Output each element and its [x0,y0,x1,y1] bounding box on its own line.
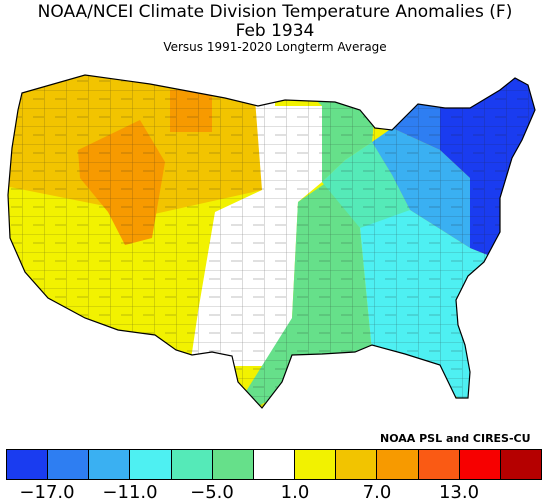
credit-label: NOAA PSL and CIRES-CU [380,432,531,445]
colorbar-label: 13.0 [438,482,480,503]
colorbar-swatch [418,450,460,479]
colorbar-swatch [89,450,131,479]
colorbar-label: −5.0 [190,482,234,503]
map-title: NOAA/NCEI Climate Division Temperature A… [37,2,513,22]
colorbar-swatch [500,450,542,479]
colorbar-swatch [336,450,378,479]
colorbar-label: 7.0 [362,482,392,503]
map-regions [8,75,535,408]
us-outline [7,74,536,409]
colorbar-swatch [295,450,337,479]
colorbar-swatch [253,450,296,479]
colorbar-swatch [171,450,213,479]
colorbar-label: −11.0 [102,482,158,503]
colorbar-swatch [130,450,172,479]
colorbar-swatch [48,450,90,479]
map-note: Versus 1991-2020 Longterm Average [163,40,387,54]
colorbar-swatch [212,450,254,479]
colorbar-swatch [459,450,501,479]
colorbar [6,449,542,480]
colorbar-label: 1.0 [280,482,310,503]
colorbar-label: −17.0 [19,482,75,503]
colorbar-swatch [377,450,419,479]
map-subtitle: Feb 1934 [235,21,315,41]
colorbar-swatch [7,450,49,479]
